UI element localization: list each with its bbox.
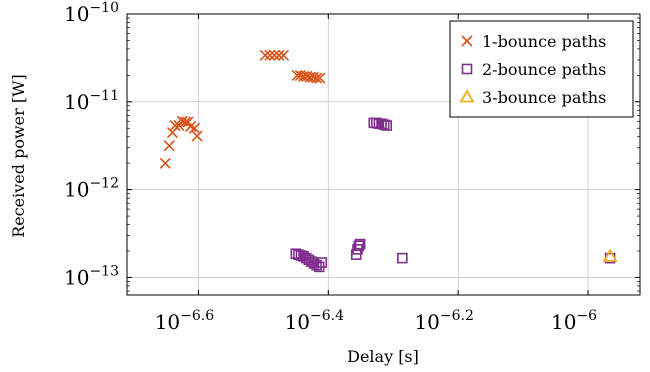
y-tick-exponent: −11 xyxy=(89,88,119,104)
y-tick-exponent: −13 xyxy=(89,263,119,279)
x-tick-base: 10 xyxy=(155,310,180,334)
data-point-x xyxy=(311,72,323,84)
legend-marker xyxy=(459,89,475,103)
data-point-x xyxy=(259,49,271,61)
x-tick-label: 10−6.4 xyxy=(285,308,345,334)
data-point-triangle xyxy=(602,248,618,262)
x-tick-base: 10 xyxy=(551,310,576,334)
data-point-x xyxy=(277,49,290,61)
data-point-x xyxy=(264,49,276,61)
data-point-square xyxy=(378,119,390,130)
legend-label: 3-bounce paths xyxy=(482,88,606,107)
y-tick-label: 10−13 xyxy=(64,263,119,289)
data-point-square xyxy=(316,257,328,268)
legend: 1-bounce paths 2-bounce paths 3-bounce pat… xyxy=(449,20,634,118)
ticks: 10−6.6 10−6.4 10−6.2 10−610−1010−1110−1210−… xyxy=(64,0,640,334)
data-point-x xyxy=(314,72,326,84)
x-tick-base: 10 xyxy=(285,310,310,334)
legend-marker xyxy=(461,35,473,47)
y-tick-base: 10 xyxy=(64,265,89,289)
data-point-x xyxy=(273,49,285,61)
data-point-x xyxy=(163,140,175,152)
y-tick-label: 10−12 xyxy=(64,176,119,202)
data-point-square xyxy=(353,240,365,252)
y-axis-label: Received power [W] xyxy=(9,74,28,238)
data-point-x xyxy=(268,49,280,61)
x-tick-label: 10−6.6 xyxy=(155,308,215,334)
data-point-square xyxy=(354,238,366,250)
x-tick-base: 10 xyxy=(414,310,439,334)
data-point-x xyxy=(188,122,201,134)
y-tick-exponent: −10 xyxy=(89,0,119,16)
y-tick-base: 10 xyxy=(64,90,89,114)
data-marks xyxy=(159,49,618,273)
y-tick-base: 10 xyxy=(64,2,89,26)
y-tick-label: 10−11 xyxy=(64,88,119,114)
x-axis-label: Delay [s] xyxy=(347,347,419,366)
x-tick-label: 10−6.2 xyxy=(414,308,473,334)
data-point-x xyxy=(185,120,197,132)
data-point-x xyxy=(159,157,171,169)
x-tick-label: 10−6 xyxy=(551,308,597,334)
x-tick-exponent: −6.6 xyxy=(180,308,214,324)
y-tick-exponent: −12 xyxy=(89,176,119,192)
y-tick-label: 10−10 xyxy=(64,0,119,26)
x-tick-exponent: −6.4 xyxy=(310,308,344,324)
legend-label: 1-bounce paths xyxy=(482,32,606,51)
data-point-x xyxy=(191,130,203,142)
plot-frame xyxy=(126,13,641,296)
x-tick-exponent: −6 xyxy=(576,308,597,324)
x-tick-exponent: −6.2 xyxy=(440,308,474,324)
y-tick-base: 10 xyxy=(64,178,89,202)
legend-marker xyxy=(461,63,473,75)
data-point-square xyxy=(381,120,393,131)
legend-box xyxy=(449,20,634,118)
data-point-square xyxy=(397,252,408,264)
legend-label: 2-bounce paths xyxy=(482,60,606,79)
data-point-x xyxy=(169,119,181,132)
